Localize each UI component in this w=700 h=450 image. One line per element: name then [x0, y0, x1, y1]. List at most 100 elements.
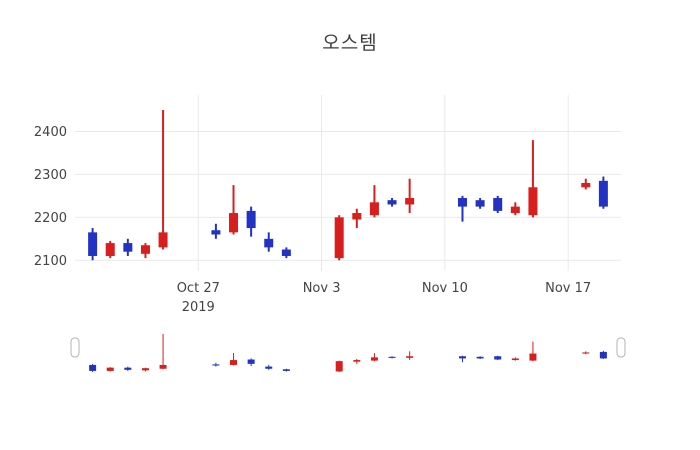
- candle-body: [352, 213, 362, 220]
- range-slider-candle: [159, 334, 167, 370]
- candle[interactable]: [581, 178, 591, 190]
- candle[interactable]: [229, 185, 239, 235]
- range-slider-candle: [599, 350, 607, 359]
- candle-body: [211, 230, 221, 235]
- candle-body: [458, 356, 466, 359]
- range-slider-candle: [511, 357, 519, 361]
- range-slider-candle: [335, 360, 343, 372]
- candle-body: [246, 210, 256, 229]
- range-slider-candle: [388, 356, 396, 359]
- candle-body: [124, 367, 132, 370]
- x-axis-tick-label: Oct 27: [177, 281, 220, 296]
- candle[interactable]: [140, 243, 150, 259]
- candle-body: [476, 356, 484, 359]
- candle[interactable]: [158, 110, 168, 250]
- candle-body: [141, 368, 149, 371]
- candle-body: [334, 217, 344, 259]
- candle-body: [230, 360, 238, 365]
- x-axis-tick-label: Nov 17: [545, 281, 591, 296]
- range-slider-candle: [89, 363, 97, 372]
- candle-body: [123, 243, 133, 252]
- candle[interactable]: [246, 206, 256, 237]
- candle[interactable]: [264, 232, 274, 252]
- range-slider-left-handle[interactable]: [70, 337, 80, 358]
- candle-body: [282, 369, 290, 371]
- candle-body: [159, 364, 167, 369]
- range-slider-candle: [370, 353, 378, 362]
- candle[interactable]: [598, 176, 608, 209]
- candle-body: [599, 351, 607, 359]
- candle[interactable]: [88, 228, 98, 261]
- candle[interactable]: [493, 195, 503, 214]
- candle-body: [405, 198, 415, 205]
- candle[interactable]: [352, 208, 362, 229]
- candle[interactable]: [211, 223, 221, 239]
- x-axis-tick-label: Nov 3: [303, 281, 341, 296]
- candle-body: [493, 198, 503, 211]
- candle[interactable]: [405, 178, 415, 214]
- candle-body: [388, 356, 396, 358]
- range-slider-candle: [124, 366, 132, 371]
- y-axis-tick-label: 2100: [34, 254, 67, 269]
- range-slider-candle: [106, 367, 114, 372]
- candle-body: [370, 357, 378, 361]
- candle-body: [369, 202, 379, 216]
- candle[interactable]: [457, 195, 467, 222]
- candle-body: [511, 358, 519, 361]
- range-slider-candle: [582, 351, 590, 355]
- candle[interactable]: [369, 185, 379, 218]
- candle-body: [89, 364, 97, 371]
- candle-body: [494, 356, 502, 360]
- candle[interactable]: [334, 215, 344, 261]
- range-slider-candle: [476, 356, 484, 359]
- y-axis-tick-label: 2400: [34, 125, 67, 140]
- candle-body: [105, 243, 115, 256]
- range-slider-candle: [529, 341, 537, 362]
- candle[interactable]: [528, 140, 538, 218]
- range-slider-candle: [212, 362, 220, 367]
- x-axis-tick-sublabel: 2019: [182, 300, 215, 315]
- candle-body: [265, 366, 273, 369]
- candle-body: [457, 198, 467, 207]
- candle-body: [528, 187, 538, 216]
- range-slider-candle: [141, 367, 149, 372]
- candle-body: [387, 200, 397, 205]
- candle-body: [247, 359, 255, 364]
- range-slider-candle: [265, 364, 273, 370]
- y-axis-tick-label: 2300: [34, 168, 67, 183]
- candle[interactable]: [123, 238, 133, 256]
- candle[interactable]: [105, 240, 115, 259]
- candle-body: [212, 364, 220, 366]
- range-slider[interactable]: [75, 331, 621, 375]
- range-slider-candle: [230, 353, 238, 366]
- candle-body: [475, 200, 485, 207]
- candle-body: [158, 232, 168, 248]
- candle[interactable]: [475, 198, 485, 209]
- candle-body: [229, 213, 239, 233]
- candle-body: [106, 367, 114, 371]
- range-slider-candle: [353, 358, 361, 364]
- chart-title: 오스템: [322, 32, 378, 54]
- range-slider-right-handle[interactable]: [616, 337, 626, 358]
- candle-body: [406, 356, 414, 358]
- candle[interactable]: [510, 202, 520, 216]
- y-axis-tick-label: 2200: [34, 211, 67, 226]
- candle[interactable]: [281, 247, 291, 259]
- candle-body: [88, 232, 98, 256]
- candle-body: [598, 180, 608, 207]
- candle[interactable]: [387, 198, 397, 207]
- candle-body: [281, 249, 291, 256]
- range-slider-candle: [247, 358, 255, 367]
- candle-body: [353, 360, 361, 362]
- candle-body: [140, 245, 150, 254]
- candle-body: [510, 206, 520, 214]
- range-slider-candle: [406, 351, 414, 361]
- candle-body: [264, 238, 274, 248]
- range-slider-candle: [282, 368, 290, 372]
- candle-body: [335, 361, 343, 372]
- candle-body: [582, 352, 590, 354]
- range-slider-candle: [494, 355, 502, 361]
- candle-body: [581, 183, 591, 188]
